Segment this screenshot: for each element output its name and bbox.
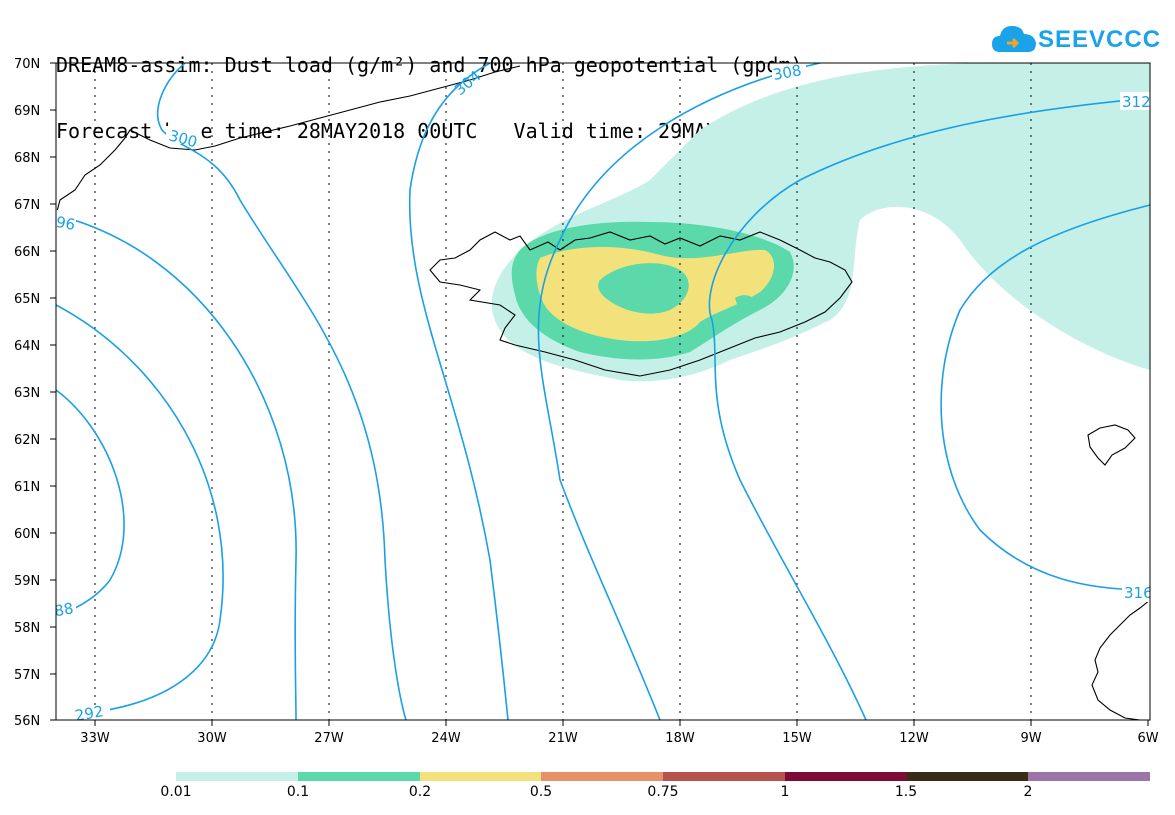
map-plot-area: 300 304 308 312 296 288 292 316 — [44, 61, 1153, 725]
contour-label-288: 288 — [44, 599, 75, 622]
contour-label-316: 316 — [1124, 584, 1153, 602]
colorbar-swatch-4 — [541, 772, 663, 781]
lon-label-6w: 6W — [1137, 731, 1158, 746]
logo-text: SEEVCCC — [1038, 26, 1162, 53]
colorbar-swatch-1 — [176, 772, 298, 781]
colorbar-swatch-5 — [663, 772, 785, 781]
colorbar-swatch-3 — [419, 772, 542, 781]
colorbar-swatch-6 — [784, 772, 907, 781]
contour-304 — [408, 63, 509, 720]
colorbar-label-0-5: 0.5 — [529, 784, 553, 800]
graticule — [94, 63, 1032, 720]
contour-296 — [56, 214, 297, 720]
lat-label-61n: 61N — [14, 480, 40, 495]
colorbar-label-0-01: 0.01 — [160, 784, 192, 800]
contour-label-312: 312 — [1122, 93, 1151, 111]
lon-label-12w: 12W — [899, 731, 929, 746]
lon-label-30w: 30W — [197, 731, 227, 746]
contour-308 — [537, 63, 821, 720]
colorbar-label-0-2: 0.2 — [408, 784, 432, 800]
scotland-coast — [1091, 599, 1150, 720]
contour-label-292: 292 — [74, 702, 105, 725]
dust-inner-small — [735, 295, 755, 306]
lat-label-59n: 59N — [14, 574, 40, 589]
cloud-icon — [992, 26, 1036, 52]
contour-312 — [708, 97, 1150, 720]
longitude-axis — [94, 720, 1149, 726]
lat-label-62n: 62N — [14, 433, 40, 448]
lat-label-63n: 63N — [14, 386, 40, 401]
lon-label-15w: 15W — [782, 731, 812, 746]
colorbar-swatch-2 — [297, 772, 420, 781]
lon-label-27w: 27W — [314, 731, 344, 746]
contour-300 — [157, 63, 407, 720]
contour-label-group: 300 304 308 312 296 288 292 316 — [44, 61, 1153, 725]
lat-label-64n: 64N — [14, 339, 40, 354]
colorbar-label-2: 2 — [1023, 784, 1033, 800]
colorbar-label-0-75: 0.75 — [647, 784, 679, 800]
lat-label-66n: 66N — [14, 245, 40, 260]
contour-316 — [940, 204, 1150, 591]
lat-label-60n: 60N — [14, 527, 40, 542]
colorbar-label-0-1: 0.1 — [286, 784, 310, 800]
colorbar — [176, 772, 1150, 781]
lat-label-56n: 56N — [14, 714, 40, 729]
contour-label-296: 296 — [45, 211, 76, 234]
lat-label-69n: 69N — [14, 104, 40, 119]
lat-label-57n: 57N — [14, 668, 40, 683]
dust-inner-medium — [598, 263, 689, 314]
lat-label-70n: 70N — [14, 57, 40, 72]
colorbar-swatch-7 — [906, 772, 1029, 781]
colorbar-label-1-5: 1.5 — [894, 784, 918, 800]
contour-292 — [56, 304, 224, 713]
contour-label-304: 304 — [451, 67, 485, 99]
lon-label-24w: 24W — [431, 731, 461, 746]
lon-label-18w: 18W — [665, 731, 695, 746]
greenland-coast — [56, 65, 521, 216]
contour-288 — [56, 389, 125, 616]
lon-label-33w: 33W — [80, 731, 110, 746]
lat-label-67n: 67N — [14, 198, 40, 213]
lat-label-68n: 68N — [14, 151, 40, 166]
lon-label-9w: 9W — [1020, 731, 1041, 746]
iceland-coast — [429, 231, 853, 377]
contour-label-308: 308 — [772, 61, 803, 84]
lat-label-65n: 65N — [14, 292, 40, 307]
latitude-labels: 70N 69N 68N 67N 66N 65N 64N 63N 62N 61N … — [14, 57, 40, 729]
colorbar-swatch-8 — [1028, 772, 1150, 781]
title-line-1: DREAM8-assim: Dust load (g/m²) and 700 h… — [56, 53, 803, 77]
geopotential-contours — [56, 63, 1150, 720]
faroe-islands-coast — [1087, 424, 1136, 466]
longitude-labels: 33W 30W 27W 24W 21W 18W 15W 12W 9W 6W — [80, 731, 1158, 746]
latitude-axis — [50, 62, 56, 721]
lon-label-21w: 21W — [548, 731, 578, 746]
colorbar-label-1: 1 — [780, 784, 790, 800]
lat-label-58n: 58N — [14, 621, 40, 636]
